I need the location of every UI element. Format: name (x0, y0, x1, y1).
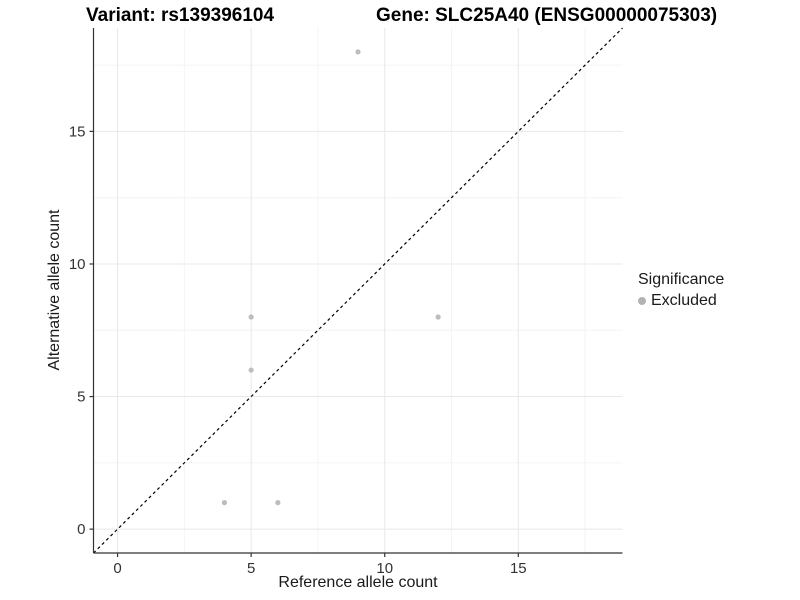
y-tick-label: 10 (69, 256, 86, 273)
y-tick-label: 5 (77, 389, 85, 406)
data-point (248, 314, 254, 320)
gene-title: Gene: SLC25A40 (ENSG00000075303) (376, 5, 718, 26)
y-axis-title: Alternative allele count (46, 209, 63, 371)
data-point (355, 49, 361, 55)
data-point (221, 500, 228, 506)
variant-title: Variant: rs139396104 (86, 5, 275, 26)
identity-line (93, 27, 623, 554)
legend: Significance Excluded (638, 271, 724, 310)
data-point (275, 500, 281, 506)
data-point (248, 367, 254, 373)
y-tick-label: 0 (77, 521, 85, 538)
legend-item-label: Excluded (651, 292, 717, 309)
y-tick-label: 15 (69, 123, 86, 140)
legend-point-swatch (638, 297, 646, 305)
legend-title: Significance (638, 271, 725, 288)
x-tick-label: 15 (510, 560, 527, 577)
x-tick-label: 10 (376, 560, 393, 577)
data-point (435, 314, 441, 320)
legend-item-excluded: Excluded (638, 292, 724, 310)
x-tick-label: 0 (113, 560, 121, 577)
x-axis-title: Reference allele count (278, 574, 438, 591)
x-tick-label: 5 (247, 560, 255, 577)
